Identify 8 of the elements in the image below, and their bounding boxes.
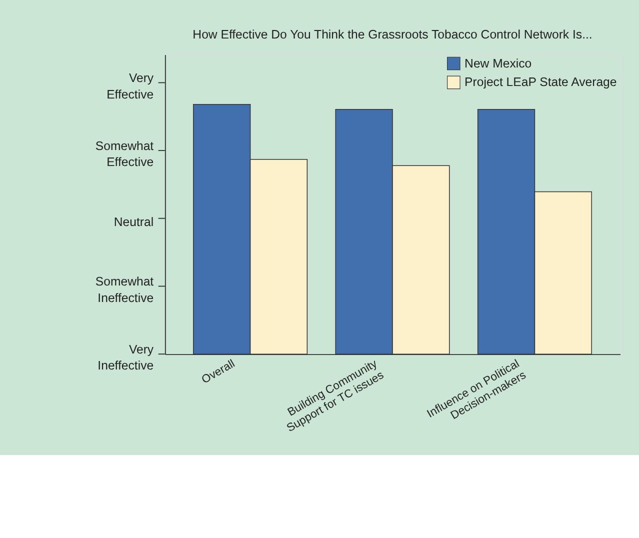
text: Somewhat Effective: [95, 139, 154, 170]
chart-title: How Effective Do You Think the Grassroots Tobacco Control Network Is...: [192, 27, 592, 42]
legend-label: Project LEaP State Average: [464, 75, 617, 90]
text: Somewhat Ineffective: [95, 274, 154, 305]
legend-label: New Mexico: [464, 56, 532, 70]
text: Very Ineffective: [98, 342, 154, 373]
text: Neutral: [114, 214, 154, 229]
text: Very Effective: [106, 71, 154, 102]
